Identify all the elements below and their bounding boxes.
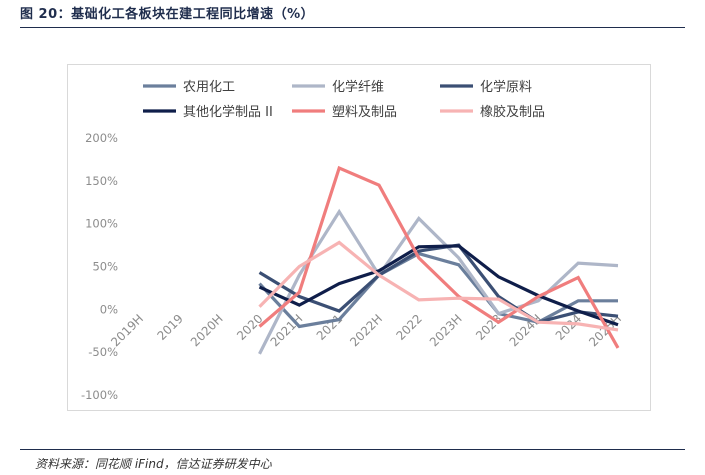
y-axis: 200% 150% 100% 50% 0% -50% -100% <box>81 131 118 402</box>
x-tick-label: 2022 <box>393 312 424 343</box>
y-tick-label: 0% <box>100 302 118 316</box>
x-tick-label: 2019 <box>154 312 185 343</box>
series-line-1 <box>258 251 618 329</box>
legend-label-3: 化学原料 <box>480 79 532 95</box>
y-tick-label: 150% <box>85 174 118 188</box>
top-rule <box>20 27 685 28</box>
legend-label-5: 塑料及制品 <box>332 105 397 120</box>
plot-area <box>258 165 620 355</box>
x-tick-label: 2022H <box>347 312 385 350</box>
y-tick-label: 50% <box>92 260 118 274</box>
series-line-2 <box>258 208 619 355</box>
figure-title: 图 20：基础化工各板块在建工程同比增速（%） <box>20 7 315 22</box>
y-tick-label: -100% <box>81 388 118 402</box>
y-tick-label: 100% <box>85 217 118 231</box>
y-tick-label: -50% <box>88 345 118 359</box>
legend-label-6: 橡胶及制品 <box>480 104 545 120</box>
x-tick-label: 2020H <box>188 312 226 350</box>
x-tick-label: 2021H <box>268 312 306 350</box>
series-line-4 <box>258 244 619 327</box>
series-line-3 <box>258 243 619 324</box>
x-tick-label: 2023H <box>427 312 465 350</box>
x-tick-label: 2019H <box>108 312 146 350</box>
y-tick-label: 200% <box>85 131 118 145</box>
legend-label-2: 化学纤维 <box>332 79 384 95</box>
series-line-5 <box>258 165 620 349</box>
legend-label-1: 农用化工 <box>183 80 235 95</box>
chart-frame <box>67 64 651 411</box>
series-line-6 <box>258 240 619 332</box>
bottom-rule <box>20 449 685 450</box>
legend-label-4: 其他化学制品 II <box>183 104 273 120</box>
source-note: 资料来源：同花顺 iFind，信达证券研发中心 <box>35 457 272 471</box>
